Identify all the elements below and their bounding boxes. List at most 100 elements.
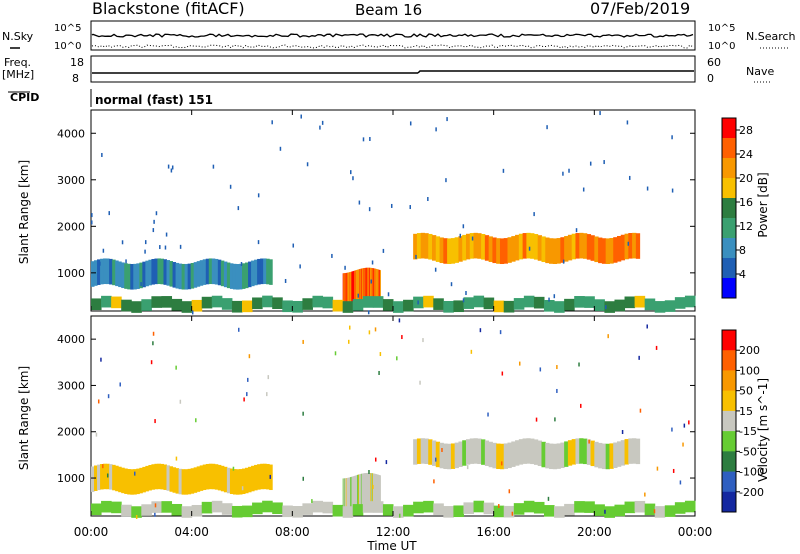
echo-speck [170,168,173,173]
echo-cell [378,269,380,305]
echo-cell [91,261,95,287]
power-ylabel: Slant Range [km] [17,160,31,264]
echo-cell [118,261,122,288]
echo-speck [556,388,558,393]
echo-cell [187,468,192,495]
echo-speck [554,417,556,422]
y-tick-label: 1000 [57,267,85,280]
echo-cell [221,503,233,515]
echo-cell [366,267,368,303]
echo-speck [152,331,155,336]
echo-cell [352,476,354,512]
echo-cell [496,238,501,264]
y-tick-label: 3000 [57,379,85,392]
echo-cell [362,268,364,304]
echo-speck [119,382,121,387]
echo-cell [632,232,637,259]
echo-cell [575,438,580,464]
echo-cell [533,234,539,260]
echo-speck [107,394,110,399]
echo-cell [370,473,373,508]
echo-cell [462,440,467,466]
echo-cell [100,464,104,490]
echo-cell [458,441,463,467]
power-colorbar-label: Power [dB] [756,172,770,237]
echo-speck [257,193,260,198]
echo-speck [348,325,351,330]
echo-cell [526,438,531,464]
colorbar-tick-label: 12 [739,220,753,233]
echo-cell [97,259,101,285]
echo-speck [466,465,469,470]
echo-cell [503,300,515,313]
echo-cell [342,273,344,309]
colorbar-swatch [722,451,736,473]
echo-cell [211,500,223,513]
echo-cell [97,464,101,491]
echo-cell [644,503,656,516]
echo-speck [672,468,675,473]
echo-speck [683,423,686,428]
echo-cell [493,505,505,518]
echo-cell [181,506,193,518]
echo-cell [433,298,444,310]
echo-cell [355,475,357,511]
echo-cell [357,269,359,305]
echo-speck [409,121,412,126]
echo-cell [556,238,561,264]
echo-speck [319,125,321,130]
echo-speck [368,207,371,212]
echo-speck [679,480,682,485]
echo-cell [363,268,365,303]
echo-speck [357,293,360,298]
echo-cell [181,301,193,313]
echo-cell [347,272,349,308]
echo-cell [473,438,478,464]
echo-cell [420,232,425,259]
echo-speck [368,330,371,335]
echo-cell [594,299,605,311]
echo-cell [609,238,614,264]
nave-line [417,70,694,74]
station-title: Blackstone (fitACF) [92,0,245,18]
echo-cell [312,500,324,513]
y-tick-label: 3000 [57,174,85,187]
echo-speck [133,471,136,476]
echo-cell [202,464,207,491]
echo-cell [359,269,361,304]
velocity-echo-layer [91,318,696,519]
echo-speck [487,412,489,417]
echo-speck [91,220,93,225]
echo-speck [143,282,146,287]
echo-cell [507,237,512,263]
echo-speck [605,305,607,310]
echo-cell [343,273,346,309]
echo-cell [423,295,434,308]
echo-cell [515,440,520,466]
echo-cell [432,440,437,466]
echo-cell [226,262,231,289]
echo-cell [367,472,369,508]
echo-cell [375,474,377,509]
echo-cell [369,267,371,303]
nsearch-label: N.Search [746,30,796,43]
echo-cell [503,238,509,264]
echo-cell [367,472,369,508]
echo-cell [348,477,350,513]
echo-cell [545,442,550,469]
velocity-y-axis: 1000 2000 3000 4000 [57,333,695,485]
echo-cell [266,258,270,285]
echo-speck [371,260,374,265]
echo-speck [299,264,301,269]
echo-cell [371,473,373,508]
echo-cell [343,273,345,309]
echo-speck [553,294,556,299]
colorbar-swatch [722,158,736,179]
echo-cell [372,296,384,308]
echo-cell [211,295,223,308]
echo-cell [376,269,378,305]
echo-cell [223,466,228,493]
echo-cell [463,502,475,514]
echo-cell [214,258,219,285]
echo-cell [492,442,497,469]
